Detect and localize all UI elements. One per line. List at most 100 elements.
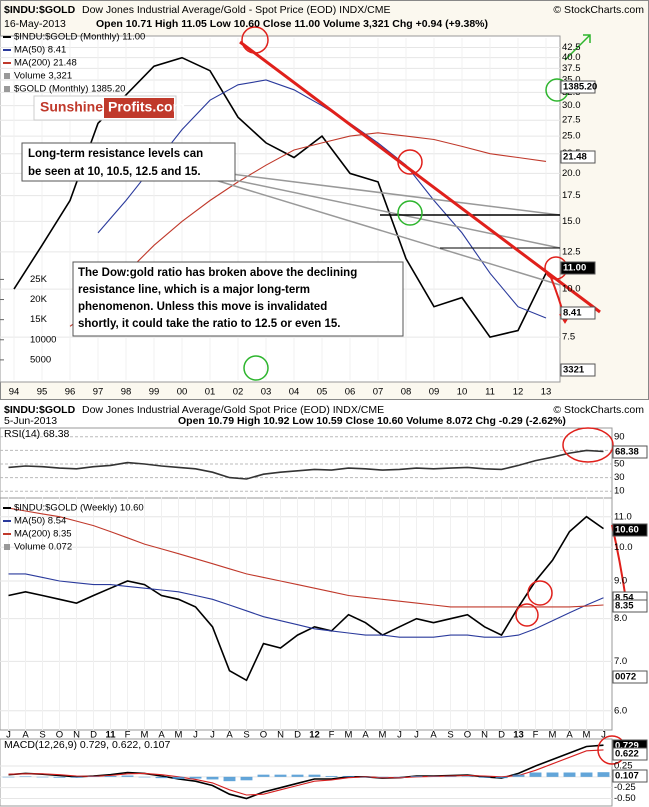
subtitle: Dow Jones Industrial Average/Gold Spot P… [82, 404, 384, 416]
macd-plot [0, 738, 613, 807]
x-tick-label: S [39, 730, 45, 741]
x-tick-label: J [601, 730, 606, 741]
rsi-plot [0, 427, 613, 499]
value-tag [560, 150, 596, 164]
value-tag-label: 0.729 [615, 741, 639, 752]
y-tick-label: 20.0 [562, 168, 581, 179]
quote: Open 10.71 High 11.05 Low 10.60 Close 11… [96, 18, 488, 30]
x-tick-label: 00 [177, 387, 188, 398]
x-tick-label: 13 [513, 730, 524, 741]
histogram-bar [342, 775, 355, 777]
value-tag [612, 599, 648, 613]
source: © StockCharts.com [553, 404, 644, 416]
histogram-bar [393, 776, 406, 778]
histogram-bar [410, 775, 423, 777]
value-tag-label: 0.622 [615, 749, 639, 760]
value-tag [560, 363, 596, 377]
x-tick-label: 96 [65, 387, 76, 398]
histogram-bar [376, 776, 389, 778]
histogram-bar [563, 772, 576, 777]
date: 5-Jun-2013 [4, 415, 57, 427]
histogram-bar [206, 776, 219, 780]
histogram-bar [325, 775, 338, 777]
weekly-plot [0, 497, 613, 731]
fan-line [214, 171, 561, 216]
y-tick-label: -0.50 [614, 793, 636, 804]
y-tick-label: 10 [614, 486, 625, 497]
x-tick-label: 09 [429, 387, 440, 398]
fan-line [214, 175, 561, 249]
y-tick-label: 40.0 [562, 52, 581, 63]
x-tick-label: 05 [317, 387, 328, 398]
legend-label: Volume 0.072 [14, 542, 72, 553]
value-tag-label: 8.54 [615, 593, 634, 604]
histogram-bar [546, 772, 559, 777]
x-tick-label: 06 [345, 387, 356, 398]
source: © StockCharts.com [553, 4, 644, 16]
histogram-bar [597, 772, 610, 777]
value-tag [560, 261, 596, 275]
circle [562, 427, 614, 463]
legend-label: MA(200) 8.35 [14, 529, 72, 540]
y2-tick-label: 20K [30, 294, 48, 305]
legend-label: Volume 3,321 [14, 71, 72, 82]
histogram-bar [512, 774, 525, 777]
y-tick-label: 17.5 [562, 190, 581, 201]
series-line [8, 515, 604, 682]
x-tick-label: J [414, 730, 419, 741]
x-tick-label: 11 [485, 387, 495, 398]
x-tick-label: 03 [261, 387, 272, 398]
x-tick-label: A [566, 730, 573, 741]
histogram-bar [155, 776, 168, 779]
x-tick-label: 04 [289, 387, 300, 398]
series-line [8, 749, 604, 796]
x-tick-label: M [141, 730, 149, 741]
fan-line [214, 179, 561, 286]
x-tick-label: 99 [149, 387, 160, 398]
legend-label: MA(50) 8.54 [14, 516, 66, 527]
y-tick-label: 30 [614, 472, 625, 483]
histogram-bar [104, 775, 117, 777]
x-tick-label: 12 [513, 387, 524, 398]
histogram-bar [444, 776, 457, 777]
y-tick-label: 50 [614, 459, 625, 470]
subtitle: Dow Jones Industrial Average/Gold - Spot… [82, 4, 391, 16]
y-tick-label: 25.0 [562, 131, 581, 142]
x-tick-label: 98 [121, 387, 132, 398]
y-tick-label: 10.0 [614, 542, 633, 553]
annotation-box [21, 142, 236, 182]
series-line [69, 132, 547, 327]
x-tick-label: N [73, 730, 80, 741]
histogram-bar [495, 776, 508, 779]
histogram-bar [138, 776, 151, 778]
value-tag [560, 80, 596, 94]
annotation: be seen at 10, 10.5, 12.5 and 15. [28, 166, 201, 178]
value-tag-label: 21.48 [563, 152, 587, 163]
y2-tick-label: 10000 [30, 334, 56, 345]
x-tick-label: 13 [541, 387, 552, 398]
value-tag [612, 769, 648, 783]
title: $INDU:$GOLD [4, 404, 76, 416]
x-tick-label: O [56, 730, 63, 741]
x-tick-label: O [260, 730, 267, 741]
annotation: Long-term resistance levels can [28, 148, 203, 160]
y2-tick-label: 15K [30, 314, 48, 325]
x-tick-label: 08 [401, 387, 412, 398]
series-line [8, 573, 604, 638]
x-tick-label: N [277, 730, 284, 741]
y-tick-label: 6.0 [614, 705, 627, 716]
x-tick-label: A [362, 730, 369, 741]
annotation-box [72, 261, 404, 337]
legend-label: MA(200) 21.48 [14, 58, 77, 69]
x-tick-label: M [549, 730, 557, 741]
value-tag-label: 8.35 [615, 601, 634, 612]
histogram-bar [36, 776, 49, 778]
legend-swatch [4, 86, 10, 92]
x-tick-label: S [447, 730, 453, 741]
y-tick-label: 0.25 [614, 761, 633, 772]
annotation: shortly, it could take the ratio to 12.5… [78, 318, 340, 330]
circle [515, 603, 539, 627]
circle [241, 26, 269, 54]
value-tag-label: 0072 [615, 672, 636, 683]
y-tick-label: 8.0 [614, 613, 627, 624]
